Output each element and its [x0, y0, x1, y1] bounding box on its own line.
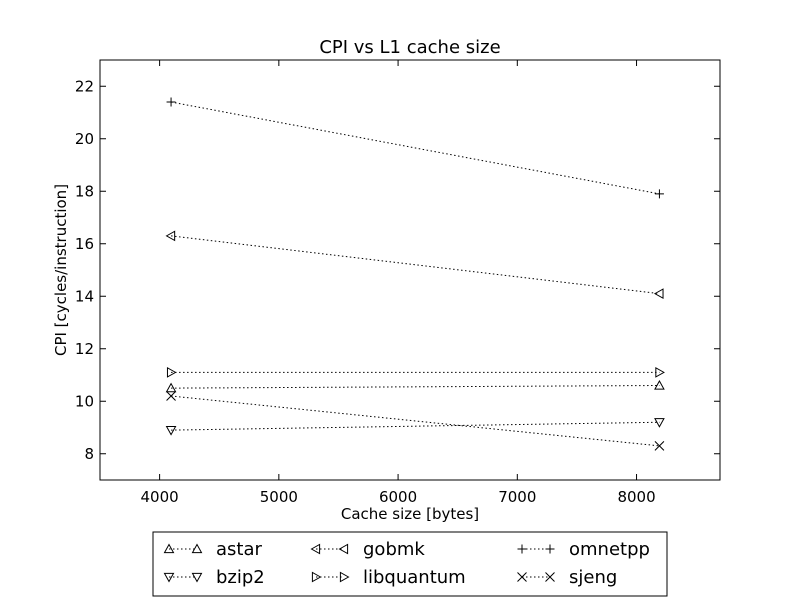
data-point-bzip2	[654, 418, 665, 428]
series-line-bzip2	[171, 421, 660, 431]
legend: astar bzip2 gobmk libquantum omnetpp sjeng	[152, 531, 668, 597]
legend-marker-left	[310, 543, 321, 555]
legend-marker-left	[163, 543, 175, 554]
x-tick-label: 4000	[141, 488, 179, 506]
legend-marker-left	[517, 572, 527, 582]
legend-label: gobmk	[363, 539, 425, 560]
x-tick-label: 6000	[379, 488, 417, 506]
data-point-sjeng	[166, 391, 176, 401]
legend-label: bzip2	[216, 567, 265, 588]
data-point-gobmk	[165, 230, 176, 242]
y-tick-label: 18	[75, 182, 94, 200]
y-axis: 8 10 12 14 16 18 20 22	[75, 77, 720, 463]
data-point-omnetpp	[654, 189, 664, 199]
plot-area	[99, 59, 721, 481]
x-tick-label: 8000	[617, 488, 655, 506]
legend-item-libquantum: libquantum	[311, 567, 466, 588]
legend-marker-right	[191, 572, 203, 583]
legend-marker-right	[545, 544, 555, 554]
series-layer	[165, 97, 665, 451]
y-tick-label: 22	[75, 77, 94, 95]
legend-marker-right	[338, 543, 349, 555]
data-point-gobmk	[653, 288, 664, 299]
data-point-astar	[165, 382, 177, 393]
series-sjeng	[166, 391, 665, 451]
legend-item-omnetpp: omnetpp	[517, 539, 650, 560]
legend-item-bzip2: bzip2	[163, 567, 265, 588]
x-axis: 4000 5000 6000 7000 8000	[141, 60, 656, 506]
series-line-omnetpp	[170, 101, 660, 195]
data-point-bzip2	[165, 426, 177, 436]
legend-item-sjeng: sjeng	[517, 567, 617, 588]
legend-marker-right	[545, 572, 555, 582]
series-astar	[165, 379, 665, 393]
legend-marker-right	[339, 571, 350, 583]
legend-item-astar: astar	[163, 539, 262, 560]
data-point-omnetpp	[166, 97, 176, 107]
data-point-sjeng	[654, 441, 665, 451]
y-tick-label: 16	[75, 235, 94, 253]
y-tick-label: 10	[75, 392, 94, 410]
legend-marker-left	[163, 572, 175, 583]
data-point-astar	[654, 379, 665, 390]
chart-title: CPI vs L1 cache size	[319, 37, 500, 58]
x-tick-label: 5000	[260, 488, 298, 506]
y-tick-label: 20	[75, 130, 94, 148]
x-axis-label: Cache size [bytes]	[341, 505, 479, 523]
legend-label: astar	[216, 539, 262, 560]
legend-marker-left	[517, 544, 527, 554]
legend-box	[152, 531, 668, 597]
series-line-sjeng	[171, 395, 660, 447]
series-gobmk	[165, 230, 664, 299]
y-tick-label: 8	[84, 445, 94, 463]
series-libquantum	[166, 367, 665, 378]
series-omnetpp	[166, 97, 664, 199]
data-point-libquantum	[166, 367, 177, 378]
legend-label: omnetpp	[569, 539, 650, 560]
y-tick-label: 14	[75, 287, 94, 305]
series-line-astar	[171, 385, 660, 389]
series-bzip2	[165, 418, 665, 436]
y-tick-label: 12	[75, 340, 94, 358]
legend-marker-left	[311, 571, 322, 583]
data-point-libquantum	[655, 367, 665, 378]
y-axis-label: CPI [cycles/instruction]	[52, 184, 70, 356]
legend-label: sjeng	[569, 567, 617, 588]
series-line-gobmk	[171, 235, 660, 295]
legend-marker-right	[191, 543, 203, 554]
x-tick-label: 7000	[498, 488, 536, 506]
legend-label: libquantum	[363, 567, 466, 588]
legend-item-gobmk: gobmk	[310, 539, 425, 560]
